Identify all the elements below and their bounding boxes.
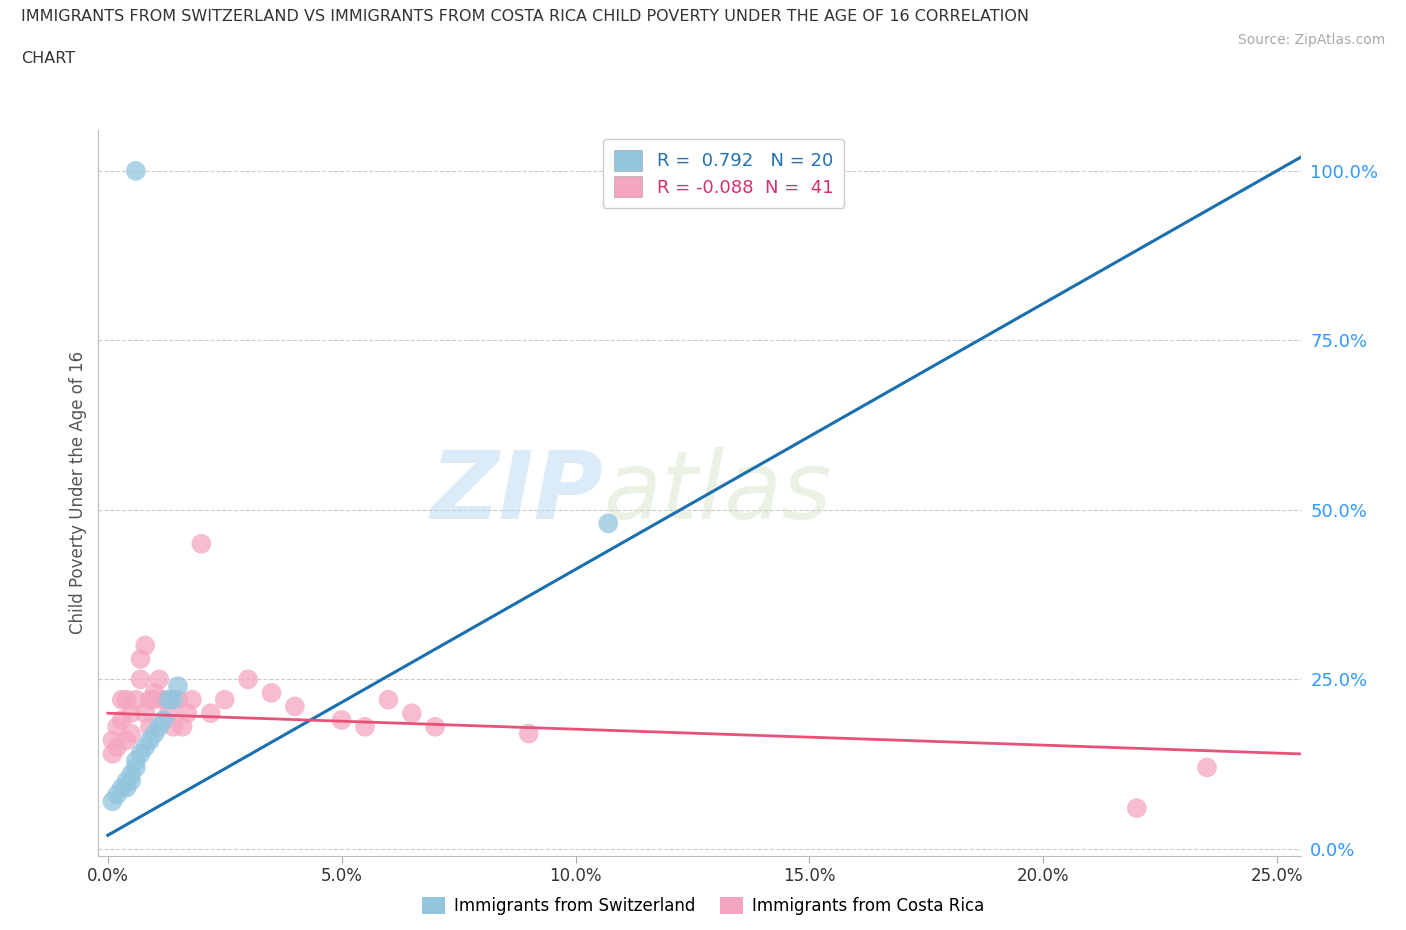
Point: [134, 706, 156, 721]
Point: [139, 719, 162, 734]
Point: [236, 671, 259, 686]
Point: [125, 692, 148, 707]
Point: [111, 780, 134, 795]
Y-axis label: Child Poverty Under the Age of 16: Child Poverty Under the Age of 16: [69, 352, 87, 634]
Point: [176, 706, 198, 721]
Point: [129, 652, 152, 667]
Legend: Immigrants from Switzerland, Immigrants from Costa Rica: Immigrants from Switzerland, Immigrants …: [415, 890, 991, 922]
Point: [139, 733, 162, 748]
Point: [401, 706, 423, 721]
Point: [153, 712, 176, 727]
Point: [167, 679, 190, 694]
Point: [115, 733, 138, 748]
Point: [105, 739, 128, 754]
Legend: R =  0.792   N = 20, R = -0.088  N =  41: R = 0.792 N = 20, R = -0.088 N = 41: [603, 140, 845, 208]
Point: [162, 719, 184, 734]
Point: [115, 692, 138, 707]
Point: [134, 638, 156, 653]
Point: [214, 692, 236, 707]
Point: [101, 733, 124, 748]
Point: [143, 726, 166, 741]
Text: Source: ZipAtlas.com: Source: ZipAtlas.com: [1237, 33, 1385, 46]
Point: [129, 671, 152, 686]
Point: [101, 794, 124, 809]
Point: [129, 747, 152, 762]
Point: [425, 719, 447, 734]
Point: [260, 685, 283, 700]
Text: IMMIGRANTS FROM SWITZERLAND VS IMMIGRANTS FROM COSTA RICA CHILD POVERTY UNDER TH: IMMIGRANTS FROM SWITZERLAND VS IMMIGRANT…: [21, 9, 1029, 24]
Point: [200, 706, 222, 721]
Point: [115, 774, 138, 789]
Point: [172, 719, 194, 734]
Point: [330, 712, 353, 727]
Point: [120, 774, 142, 789]
Point: [598, 516, 620, 531]
Point: [139, 692, 162, 707]
Point: [157, 706, 180, 721]
Point: [120, 706, 142, 721]
Point: [134, 739, 156, 754]
Point: [148, 719, 170, 734]
Text: ZIP: ZIP: [430, 447, 603, 538]
Point: [101, 747, 124, 762]
Point: [105, 719, 128, 734]
Point: [143, 692, 166, 707]
Point: [354, 719, 377, 734]
Point: [115, 780, 138, 795]
Point: [377, 692, 399, 707]
Point: [120, 767, 142, 782]
Point: [1126, 801, 1149, 816]
Point: [1195, 760, 1218, 775]
Point: [125, 760, 148, 775]
Text: atlas: atlas: [603, 447, 831, 538]
Point: [162, 692, 184, 707]
Point: [125, 164, 148, 179]
Point: [111, 692, 134, 707]
Point: [167, 692, 190, 707]
Point: [153, 692, 176, 707]
Point: [105, 787, 128, 802]
Point: [517, 726, 540, 741]
Text: CHART: CHART: [21, 51, 75, 66]
Point: [181, 692, 204, 707]
Point: [143, 685, 166, 700]
Point: [157, 692, 180, 707]
Point: [125, 753, 148, 768]
Point: [111, 712, 134, 727]
Point: [148, 671, 170, 686]
Point: [120, 726, 142, 741]
Point: [284, 699, 307, 714]
Point: [190, 537, 212, 551]
